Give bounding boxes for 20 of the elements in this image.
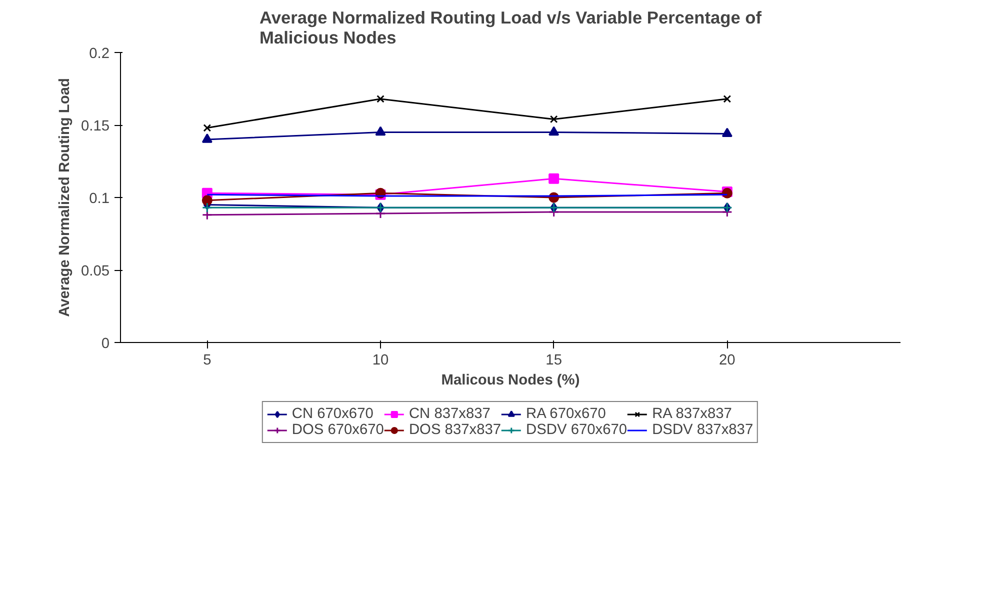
legend-label: CN 670x670: [292, 406, 374, 422]
legend-label: DSDV 837x837: [652, 422, 754, 438]
legend-label: CN 837x837: [408, 406, 490, 422]
x-tick-label: 10: [372, 352, 389, 368]
y-tick-label: 0.2: [89, 46, 110, 62]
chart-title: Average Normalized Routing Load v/s Variable Percentage of Malicious Nodes: [259, 8, 762, 48]
x-axis-title: Malicous Nodes (%): [441, 372, 580, 388]
legend-label: DOS 670x670: [292, 422, 384, 438]
x-tick-label: 5: [203, 352, 212, 368]
y-tick-label: 0.15: [80, 118, 110, 134]
y-tick-label: 0: [101, 336, 110, 352]
y-axis-title: Average Normalized Routing Load: [56, 78, 73, 317]
x-tick-label: 20: [719, 352, 736, 368]
x-tick-label: 15: [546, 352, 562, 368]
y-tick-label: 0.05: [80, 264, 110, 280]
y-tick-label: 0.1: [89, 191, 110, 207]
legend-label: RA 670x670: [526, 406, 606, 422]
legend-label: RA 837x837: [652, 406, 732, 422]
legend-label: DOS 837x837: [408, 422, 502, 438]
legend-label: DSDV 670x670: [526, 422, 628, 438]
